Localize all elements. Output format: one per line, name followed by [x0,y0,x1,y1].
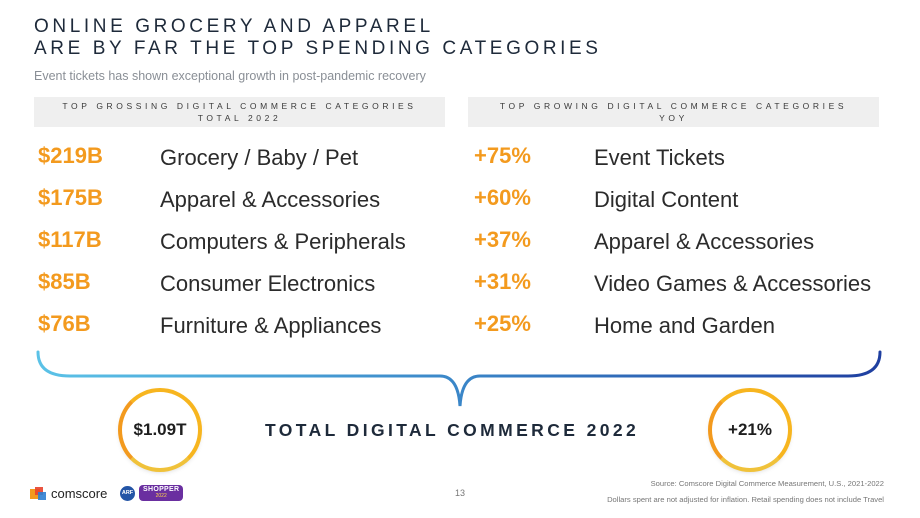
logo-text: comscore [51,486,108,501]
arf-shopper-badge: ARF SHOPPER 2022 [120,485,184,501]
left-value-1: $219B [38,143,103,168]
left-header-line-1: TOP GROSSING DIGITAL COMMERCE CATEGORIES [62,101,417,111]
right-header-line-2: YOY [659,113,688,123]
right-category-4: Video Games & Accessories [594,271,872,296]
source-line-2: Dollars spent are not adjusted for infla… [607,495,884,504]
title-line-2: ARE BY FAR THE TOP SPENDING CATEGORIES [34,38,602,59]
comscore-logo: comscore [30,486,107,501]
left-category-5: Furniture & Appliances [160,313,382,338]
right-header-line-1: TOP GROWING DIGITAL COMMERCE CATEGORIES [499,101,848,111]
source-line-1: Source: Comscore Digital Commerce Measur… [650,479,884,488]
left-category-2: Apparel & Accessories [160,187,381,212]
total-amount: $1.09T [133,420,187,439]
page-number: 13 [455,488,466,498]
shopper-badge: SHOPPER 2022 [139,485,184,501]
right-category-5: Home and Garden [594,313,775,338]
slide-title: ONLINE GROCERY AND APPAREL ARE BY FAR TH… [34,16,602,60]
right-category-3: Apparel & Accessories [594,229,815,254]
left-value-2: $175B [38,185,103,210]
left-category-1: Grocery / Baby / Pet [160,145,359,170]
arf-icon: ARF [120,485,135,501]
comscore-logo-icon [30,486,46,500]
right-value-3: +37% [474,227,531,252]
right-category-2: Digital Content [594,187,739,212]
slide-subtitle: Event tickets has shown exceptional grow… [34,69,426,83]
right-category-1: Event Tickets [594,145,725,170]
left-value-3: $117B [38,227,102,252]
left-value-4: $85B [38,269,91,294]
shopper-badge-text: SHOPPER [143,486,180,493]
total-label: TOTAL DIGITAL COMMERCE 2022 [265,420,640,440]
curly-bracket [36,350,882,407]
right-panel-header: TOP GROWING DIGITAL COMMERCE CATEGORIES … [468,97,879,127]
right-value-4: +31% [474,269,531,294]
right-value-5: +25% [474,311,531,336]
shopper-badge-year: 2022 [155,493,167,499]
right-value-1: +75% [474,143,531,168]
right-value-2: +60% [474,185,531,210]
total-amount-circle: $1.09T [118,388,202,472]
title-line-1: ONLINE GROCERY AND APPAREL [34,16,434,37]
left-value-5: $76B [38,311,91,336]
left-category-4: Consumer Electronics [160,271,376,296]
total-growth: +21% [728,420,772,439]
left-header-line-2: TOTAL 2022 [197,113,282,123]
left-category-3: Computers & Peripherals [160,229,406,254]
total-growth-circle: +21% [708,388,792,472]
left-panel-header: TOP GROSSING DIGITAL COMMERCE CATEGORIES… [34,97,445,127]
